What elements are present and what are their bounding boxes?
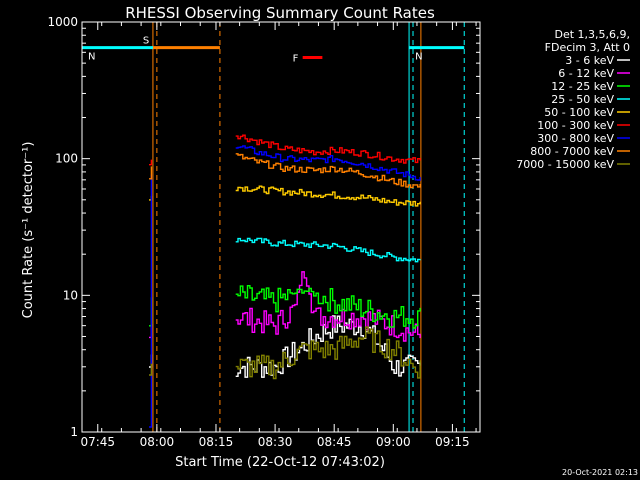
series-line-8-1 <box>235 326 421 380</box>
x-tick-label: 09:00 <box>376 435 411 449</box>
x-tick-label: 09:15 <box>435 435 470 449</box>
annotation-label-3: F <box>293 53 299 64</box>
legend-entry-label: 100 - 300 keV <box>537 119 614 132</box>
legend-entry-label: 25 - 50 keV <box>551 93 614 106</box>
y-tick-label: 100 <box>55 152 78 166</box>
y-tick-label: 10 <box>63 288 78 302</box>
legend-entry-label: 800 - 7000 keV <box>530 145 614 158</box>
legend-header-line: FDecim 3, Att 0 <box>545 41 630 54</box>
series-line-6-0 <box>149 174 153 428</box>
legend-entry-label: 6 - 12 keV <box>558 67 614 80</box>
legend-entry-label: 12 - 25 keV <box>551 80 614 93</box>
legend: Det 1,3,5,6,9,FDecim 3, Att 03 - 6 keV6 … <box>516 28 630 171</box>
series-line-4-1 <box>235 185 421 207</box>
axes: 07:45 08:00 08:15 08:30 08:45 09:00 09:15 1 10 10… <box>47 15 481 449</box>
legend-entry-label: 7000 - 15000 keV <box>516 158 614 171</box>
x-axis-label: Start Time (22-Oct-12 07:43:02) <box>175 455 385 470</box>
series-line-5-0 <box>149 159 153 166</box>
series-line-1-1 <box>235 271 421 342</box>
series-line-7-1 <box>235 153 421 189</box>
plot-area: S N N F <box>82 22 465 432</box>
annotation-label-1: N <box>88 52 95 63</box>
x-tick-label: 07:45 <box>80 435 115 449</box>
y-tick-label: 1000 <box>47 15 78 29</box>
plot-frame <box>81 21 481 433</box>
legend-entry-label: 50 - 100 keV <box>544 106 614 119</box>
series-line-0-1 <box>235 315 421 378</box>
legend-entry-label: 3 - 6 keV <box>565 54 614 67</box>
series-line-2-1 <box>235 285 421 329</box>
series-line-7-0 <box>149 166 153 180</box>
series-line-3-0 <box>235 237 421 263</box>
footer-timestamp: 20-Oct-2021 02:13 <box>562 468 638 477</box>
series-line-5-1 <box>235 134 421 164</box>
x-tick-label: 08:45 <box>317 435 352 449</box>
y-tick-label: 1 <box>70 425 78 439</box>
series-line-8-0 <box>149 363 153 376</box>
annotation-label-0: S <box>143 36 149 47</box>
x-tick-label: 08:15 <box>199 435 234 449</box>
legend-entry-label: 300 - 800 keV <box>537 132 614 145</box>
chart-title: RHESSI Observing Summary Count Rates <box>125 4 435 22</box>
x-tick-label: 08:30 <box>258 435 293 449</box>
y-axis-label: Count Rate (s⁻¹ detector⁻¹) <box>21 142 36 319</box>
annotation-label-2: N <box>415 52 422 63</box>
x-tick-label: 08:00 <box>140 435 175 449</box>
series-line-6-1 <box>235 145 421 181</box>
legend-header-line: Det 1,3,5,6,9, <box>554 28 630 41</box>
